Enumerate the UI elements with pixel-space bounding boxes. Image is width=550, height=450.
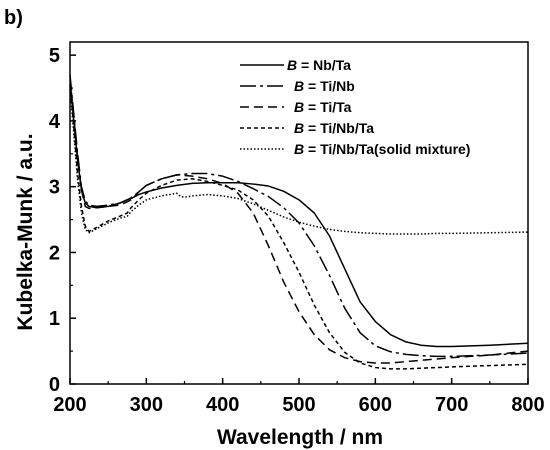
axis-ticks: 200 300 400 500 600 700 800 0 1 2 3 4 5	[49, 45, 545, 416]
y-axis-title: Kubelka-Munk / a.u.	[14, 133, 37, 330]
y-tick-label: 3	[49, 177, 60, 199]
y-tick-label: 0	[49, 374, 60, 396]
series-line-2	[70, 74, 528, 358]
legend-entry: B = Ti/Nb	[240, 78, 355, 94]
legend-entry: B = Nb/Ta	[240, 57, 351, 73]
legend-entry: B = Ti/Ta	[240, 99, 352, 115]
panel-label: b)	[4, 7, 23, 29]
x-tick-label: 400	[206, 394, 239, 416]
legend: B = Nb/Ta B = Ti/Nb B = Ti/Ta B = Ti/Nb/Ta B…	[240, 57, 470, 157]
series-line-4	[70, 84, 528, 370]
y-tick-label: 4	[49, 111, 61, 133]
series-line-3	[70, 78, 528, 364]
x-tick-label: 600	[359, 394, 392, 416]
legend-label: B = Ti/Nb/Ta(solid mixture)	[294, 141, 470, 157]
x-tick-label: 500	[282, 394, 315, 416]
y-tick-label: 5	[49, 45, 60, 67]
legend-entry: B = Ti/Nb/Ta(solid mixture)	[240, 141, 470, 157]
x-tick-label: 700	[435, 394, 468, 416]
legend-entry: B = Ti/Nb/Ta	[240, 120, 374, 136]
legend-label: B = Ti/Nb/Ta	[294, 120, 374, 136]
series-line-5	[70, 87, 528, 235]
x-tick-label: 800	[511, 394, 544, 416]
x-tick-label: 200	[53, 394, 86, 416]
legend-label: B = Ti/Nb	[294, 78, 355, 94]
x-tick-label: 300	[130, 394, 163, 416]
series-line-1	[70, 81, 528, 348]
legend-label: B = Nb/Ta	[287, 57, 351, 73]
x-axis-title: Wavelength / nm	[217, 426, 383, 449]
y-tick-label: 2	[49, 242, 60, 264]
legend-label: B = Ti/Ta	[294, 99, 352, 115]
y-tick-label: 1	[49, 308, 60, 330]
